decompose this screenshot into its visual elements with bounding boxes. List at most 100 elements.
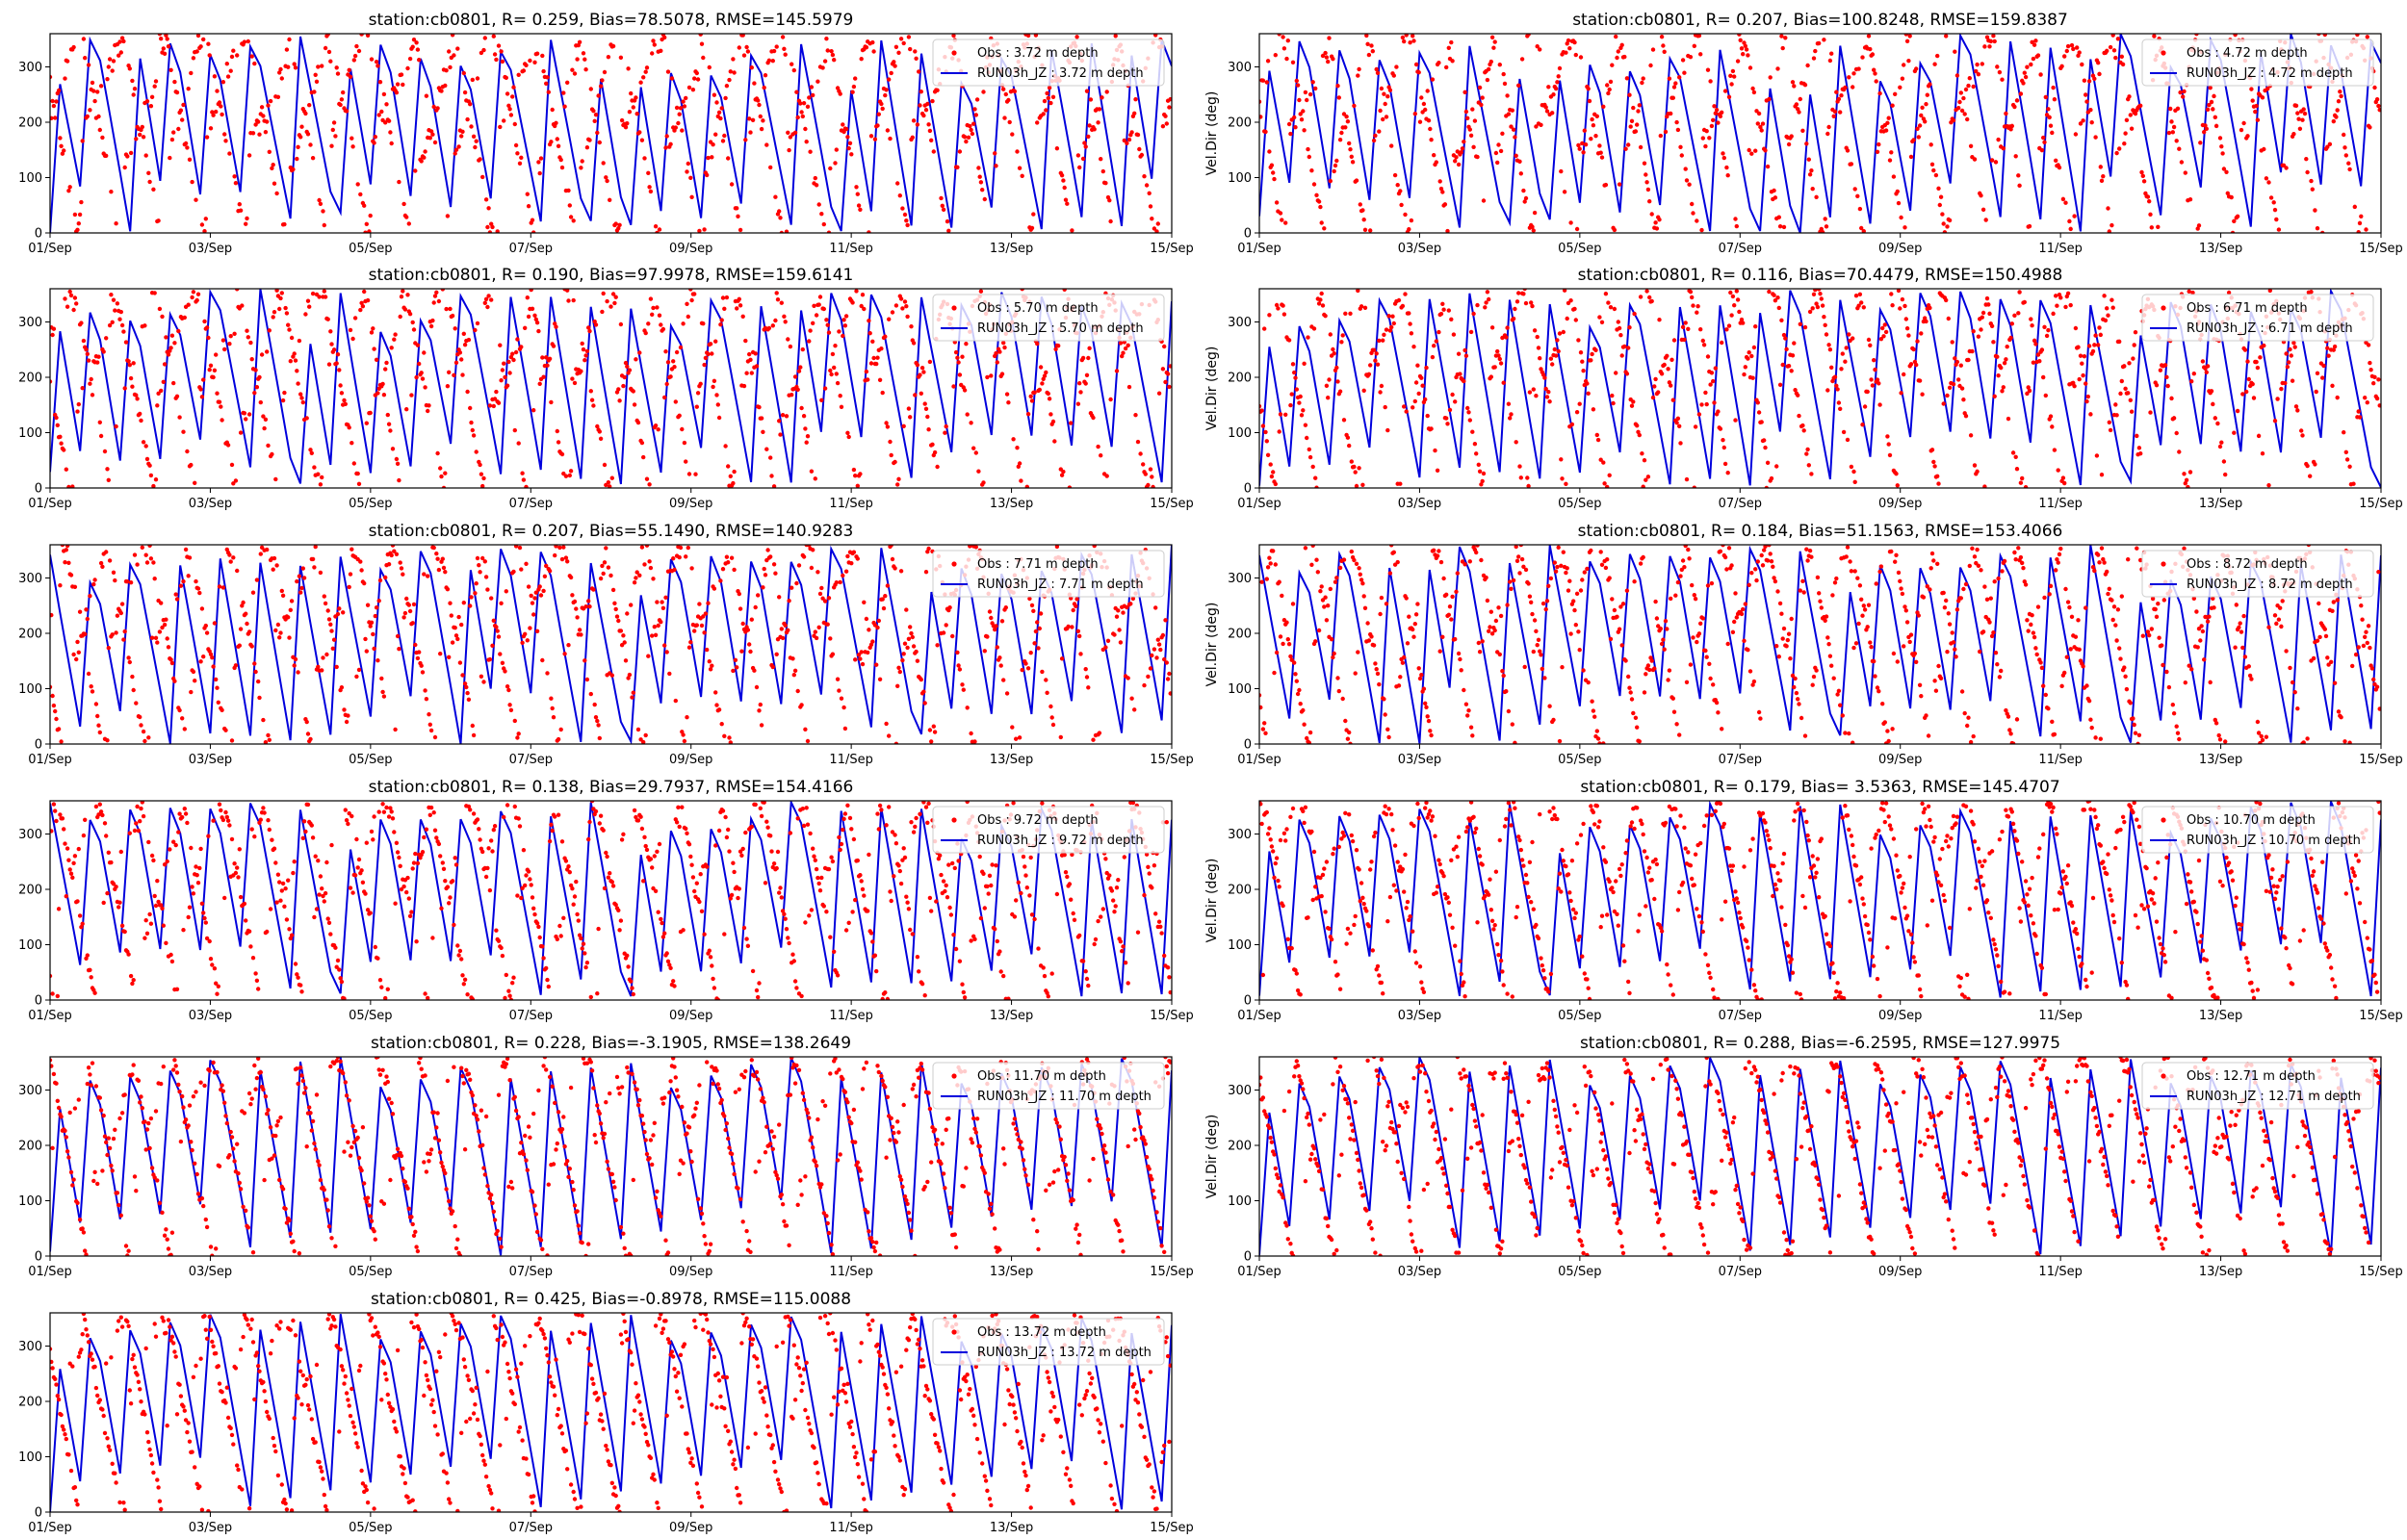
x-tick-label: 03/Sep <box>1398 242 1441 256</box>
x-tick-label: 11/Sep <box>2038 497 2082 511</box>
x-tick-label: 09/Sep <box>1878 1265 1922 1279</box>
x-tick-label: 01/Sep <box>1237 753 1281 767</box>
legend-marker-obs <box>2161 817 2166 823</box>
x-tick-label: 03/Sep <box>1398 497 1441 511</box>
y-tick-label: 0 <box>35 1506 42 1521</box>
legend-label-model: RUN03h_JZ : 7.71 m depth <box>977 578 1144 592</box>
legend-marker-obs <box>2161 561 2166 567</box>
x-tick-label: 09/Sep <box>1878 1009 1922 1023</box>
y-tick-label: 0 <box>35 227 42 242</box>
x-tick-label: 11/Sep <box>829 1521 872 1535</box>
axes-frame <box>49 1312 1173 1513</box>
legend-marker-obs <box>951 561 957 567</box>
legend-marker-obs <box>951 817 957 823</box>
x-tick-label: 05/Sep <box>349 1009 392 1023</box>
x-tick-label: 07/Sep <box>1719 242 1762 256</box>
x-tick-label: 03/Sep <box>1398 753 1441 767</box>
series-points-obs <box>50 34 1172 233</box>
y-tick-label: 100 <box>18 171 42 186</box>
y-tick-label: 300 <box>1228 828 1252 842</box>
legend-label-obs: Obs : 12.71 m depth <box>2187 1069 2316 1084</box>
y-tick-label: 200 <box>18 884 42 898</box>
y-tick-label: 0 <box>35 1250 42 1265</box>
chart-panel-10: 0 100 200 300 01/Sep 03/Sep 05/Sep 07/Sep 09/Sep… <box>1204 1034 2403 1279</box>
legend-marker-obs <box>2161 1073 2166 1079</box>
panel-title: station:cb0801, R= 0.184, Bias=51.1563, … <box>1578 522 2063 541</box>
y-tick-label: 200 <box>1228 372 1252 386</box>
legend-box <box>932 806 1165 854</box>
series-points-obs <box>50 1057 1172 1256</box>
y-tick-label: 0 <box>1244 994 1252 1009</box>
y-tick-label: 0 <box>1244 227 1252 242</box>
legend: Obs : 13.72 m depth RUN03h_JZ : 13.72 m d… <box>932 1318 1165 1366</box>
legend-marker-obs <box>951 50 957 56</box>
x-tick-label: 09/Sep <box>669 753 712 767</box>
x-tick-label: 01/Sep <box>1237 1265 1281 1279</box>
x-tick-label: 13/Sep <box>990 497 1033 511</box>
y-axis-label: Vel.Dir (deg) <box>1204 346 1220 431</box>
legend-marker-obs <box>951 1329 957 1335</box>
x-tick-label: 13/Sep <box>990 242 1033 256</box>
x-tick-label: 15/Sep <box>2359 753 2402 767</box>
x-tick-label: 15/Sep <box>2359 1265 2402 1279</box>
x-tick-label: 09/Sep <box>669 242 712 256</box>
series-line-model <box>50 1314 1172 1512</box>
legend-label-obs: Obs : 3.72 m depth <box>977 46 1099 61</box>
legend-label-model: RUN03h_JZ : 12.71 m depth <box>2187 1090 2361 1104</box>
y-axis-label: Vel.Dir (deg) <box>1204 859 1220 943</box>
x-tick-label: 15/Sep <box>1150 1521 1193 1535</box>
series-line-model <box>1259 545 2381 744</box>
x-tick-label: 03/Sep <box>189 1265 232 1279</box>
plot-content <box>1259 1057 2381 1256</box>
y-tick-label: 200 <box>18 372 42 386</box>
chart-panel-4: 0 100 200 300 01/Sep 03/Sep 05/Sep 07/Sep 09/Sep… <box>1204 266 2403 511</box>
x-tick-label: 05/Sep <box>349 242 392 256</box>
x-tick-label: 01/Sep <box>1237 497 1281 511</box>
legend-label-obs: Obs : 11.70 m depth <box>977 1069 1106 1084</box>
plot-content <box>50 34 1172 233</box>
y-tick-label: 300 <box>1228 1084 1252 1098</box>
x-tick-label: 09/Sep <box>669 1265 712 1279</box>
y-tick-label: 100 <box>1228 938 1252 953</box>
x-tick-label: 07/Sep <box>1719 497 1762 511</box>
series-line-model <box>1259 1057 2381 1256</box>
x-tick-label: 07/Sep <box>509 1009 553 1023</box>
y-tick-label: 100 <box>1228 426 1252 441</box>
x-tick-label: 09/Sep <box>669 1521 712 1535</box>
series-points-obs <box>1259 801 2381 1000</box>
x-tick-label: 11/Sep <box>829 242 872 256</box>
x-tick-label: 01/Sep <box>28 1009 71 1023</box>
x-tick-label: 01/Sep <box>28 497 71 511</box>
axes-frame <box>1258 800 2382 1001</box>
legend-marker-obs <box>951 305 957 311</box>
series-line-model <box>50 545 1172 744</box>
x-tick-label: 03/Sep <box>1398 1265 1441 1279</box>
legend-box <box>2141 806 2374 854</box>
panel-title: station:cb0801, R= 0.138, Bias=29.7937, … <box>369 778 854 797</box>
y-tick-label: 100 <box>18 938 42 953</box>
x-tick-label: 13/Sep <box>2199 1009 2242 1023</box>
axes-frame <box>1258 33 2382 234</box>
legend-label-obs: Obs : 8.72 m depth <box>2187 557 2308 572</box>
x-tick-label: 05/Sep <box>349 1521 392 1535</box>
legend-label-model: RUN03h_JZ : 11.70 m depth <box>977 1090 1152 1104</box>
x-tick-label: 13/Sep <box>990 1521 1033 1535</box>
x-tick-label: 11/Sep <box>2038 1009 2082 1023</box>
y-tick-label: 300 <box>18 316 42 330</box>
x-tick-label: 07/Sep <box>1719 1009 1762 1023</box>
x-tick-label: 01/Sep <box>1237 242 1281 256</box>
y-tick-label: 100 <box>1228 682 1252 697</box>
y-tick-label: 300 <box>1228 316 1252 330</box>
series-line-model <box>1259 34 2381 233</box>
x-tick-label: 11/Sep <box>829 497 872 511</box>
x-tick-label: 05/Sep <box>349 497 392 511</box>
legend-label-model: RUN03h_JZ : 13.72 m depth <box>977 1346 1152 1360</box>
legend: Obs : 11.70 m depth RUN03h_JZ : 11.70 m d… <box>932 1062 1165 1110</box>
x-tick-label: 01/Sep <box>28 1521 71 1535</box>
x-tick-label: 11/Sep <box>2038 242 2082 256</box>
plot-content <box>1259 801 2381 1000</box>
legend-label-obs: Obs : 4.72 m depth <box>2187 46 2308 61</box>
x-tick-label: 03/Sep <box>189 242 232 256</box>
y-tick-label: 100 <box>18 1450 42 1465</box>
legend: Obs : 10.70 m depth RUN03h_JZ : 10.70 m d… <box>2141 806 2374 854</box>
